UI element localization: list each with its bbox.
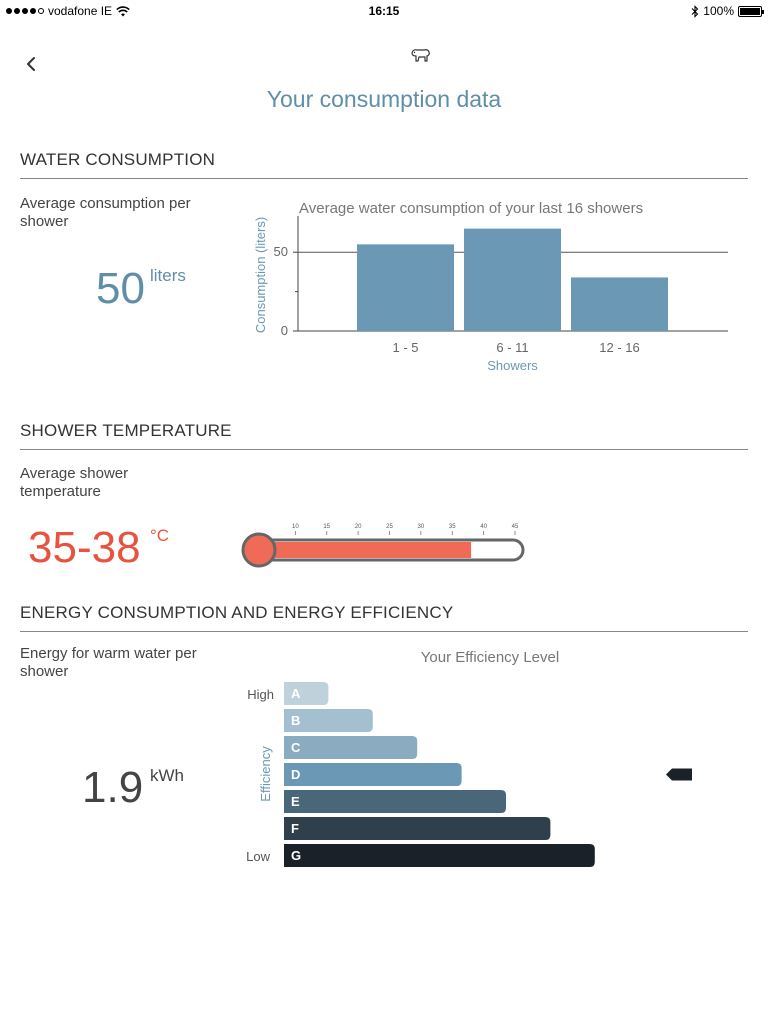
temperature-value: 35-38	[28, 523, 141, 572]
water-chart-bar	[464, 228, 561, 331]
thermometer-gauge: 10 15 20 25 30 35 40 45	[241, 524, 525, 568]
efficiency-bar	[284, 736, 418, 759]
water-chart-y-label: Consumption (liters)	[253, 217, 268, 333]
efficiency-bar	[284, 763, 462, 786]
thermometer-tick-label: 40	[480, 524, 487, 530]
energy-unit: kWh	[150, 766, 184, 785]
status-right: 100%	[691, 4, 764, 18]
efficiency-bar	[284, 709, 373, 732]
efficiency-high-label: High	[247, 687, 274, 702]
status-left: vodafone IE	[6, 4, 130, 18]
efficiency-bar	[284, 790, 506, 813]
efficiency-chart-title: Your Efficiency Level	[421, 649, 559, 666]
efficiency-low-label: Low	[246, 849, 270, 864]
water-value: 50	[96, 264, 145, 313]
efficiency-bar-label: E	[291, 794, 300, 809]
current-level-marker-icon	[666, 768, 692, 781]
water-unit: liters	[150, 266, 186, 285]
efficiency-bar	[284, 844, 595, 867]
efficiency-bar	[284, 817, 551, 840]
temperature-label: Average shower temperature	[20, 465, 129, 500]
thermometer-tick-label: 45	[512, 524, 519, 530]
water-chart-x-tick-label: 1 - 5	[392, 340, 418, 355]
water-chart-bar	[357, 244, 454, 331]
wifi-icon	[116, 5, 130, 16]
water-section-title: WATER CONSUMPTION	[20, 150, 748, 179]
bear-logo-icon	[411, 49, 430, 62]
energy-value: 1.9	[82, 763, 144, 812]
water-label: Average consumption per shower	[20, 195, 191, 230]
water-chart-bar	[571, 277, 668, 331]
efficiency-bar	[284, 682, 329, 705]
water-chart-x-tick-label: 12 - 16	[599, 340, 639, 355]
page-title: Your consumption data	[266, 86, 502, 112]
thermometer-tick-label: 30	[418, 524, 425, 530]
bluetooth-icon	[691, 4, 699, 18]
thermometer-bulb	[241, 532, 277, 568]
battery-percent: 100%	[703, 4, 734, 18]
efficiency-bar-label: G	[291, 848, 301, 863]
thermometer-tick-label: 20	[355, 524, 362, 530]
energy-section-title: ENERGY CONSUMPTION AND ENERGY EFFICIENCY	[20, 603, 748, 632]
water-chart-y-tick-label: 50	[274, 244, 288, 259]
thermometer-tick-label: 10	[292, 524, 299, 530]
energy-label: Energy for warm water per shower	[20, 645, 197, 680]
battery-icon	[738, 5, 764, 17]
water-consumption-chart: Average water consumption of your last 1…	[253, 200, 728, 373]
efficiency-axis-label: Efficiency	[258, 746, 273, 802]
efficiency-bar-label: C	[291, 740, 301, 755]
chevron-left-icon[interactable]	[22, 52, 44, 76]
efficiency-bar-label: F	[291, 821, 299, 836]
water-chart-y-tick-label: 0	[281, 323, 288, 338]
efficiency-bar-label: A	[291, 686, 301, 701]
temperature-section-title: SHOWER TEMPERATURE	[20, 421, 748, 450]
water-chart-x-tick-label: 6 - 11	[496, 340, 528, 355]
carrier-name: vodafone IE	[48, 4, 113, 18]
thermometer-tick-label: 15	[323, 524, 330, 530]
status-bar: vodafone IE 16:15 100%	[0, 0, 768, 22]
water-chart-x-label: Showers	[487, 358, 538, 373]
efficiency-bar-label: D	[291, 767, 300, 782]
clock: 16:15	[368, 4, 400, 18]
thermometer-fill	[261, 542, 472, 558]
thermometer-tick-label: 25	[386, 524, 393, 530]
signal-strength-icon	[6, 8, 44, 14]
temperature-unit: °C	[150, 526, 170, 545]
water-chart-title: Average water consumption of your last 1…	[299, 200, 643, 217]
thermometer-tick-label: 35	[449, 524, 456, 530]
efficiency-bar-label: B	[291, 713, 300, 728]
